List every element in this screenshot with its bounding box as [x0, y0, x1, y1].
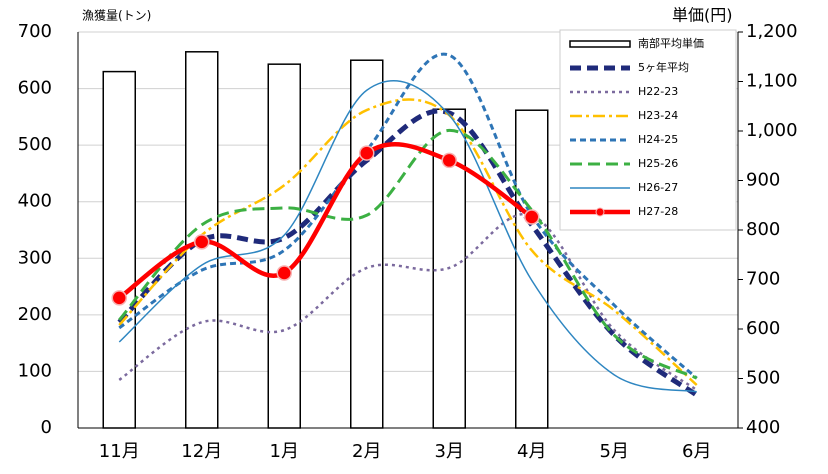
- marker: [276, 265, 292, 281]
- legend-label: H24-25: [638, 133, 678, 146]
- marker: [194, 234, 210, 250]
- y-tick-label: 500: [18, 134, 52, 155]
- y-tick-label: 300: [18, 247, 52, 268]
- legend-label: H23-24: [638, 109, 678, 122]
- legend-swatch: [569, 40, 631, 48]
- y2-tick-label: 600: [746, 318, 780, 339]
- x-tick-label: 12月: [181, 441, 222, 462]
- x-tick-label: 2月: [352, 441, 381, 462]
- y2-axis-label: 単価(円): [672, 6, 733, 25]
- line: [118, 128, 698, 380]
- bar: [102, 70, 136, 429]
- legend-marker: [595, 207, 605, 217]
- line: [118, 80, 697, 393]
- y2-tick-label: 700: [746, 269, 780, 290]
- marker: [111, 290, 127, 306]
- y-tick-label: 0: [41, 417, 52, 438]
- legend-label: 5ヶ年平均: [638, 60, 689, 74]
- y2-tick-label: 800: [746, 219, 780, 240]
- y2-tick-label: 400: [746, 417, 780, 438]
- line: [118, 98, 698, 386]
- y-tick-label: 200: [18, 304, 52, 325]
- y2-tick-label: 1,000: [746, 120, 798, 141]
- bar: [515, 109, 549, 429]
- line: [118, 52, 698, 380]
- x-tick-label: 3月: [435, 441, 464, 462]
- x-tick-label: 1月: [270, 441, 299, 462]
- legend-label: H26-27: [638, 181, 678, 194]
- marker: [359, 145, 375, 161]
- y-tick-label: 600: [18, 78, 52, 99]
- y2-tick-label: 900: [746, 170, 780, 191]
- y2-tick-label: 500: [746, 368, 780, 389]
- x-tick-label: 6月: [682, 441, 711, 462]
- line: [117, 142, 534, 300]
- legend-label: H25-26: [638, 157, 678, 170]
- x-tick-label: 11月: [99, 441, 140, 462]
- legend-label: H22-23: [638, 85, 678, 98]
- line: [118, 212, 698, 392]
- marker: [524, 209, 540, 225]
- y-tick-label: 100: [18, 360, 52, 381]
- x-tick-label: 5月: [600, 441, 629, 462]
- legend-label: H27-28: [638, 205, 678, 218]
- y-tick-label: 700: [18, 21, 52, 42]
- legend-label: 南部平均単価: [638, 36, 704, 50]
- bar: [267, 63, 301, 429]
- legend-box: [559, 29, 737, 231]
- y-axis-label: 漁獲量(トン): [82, 9, 151, 23]
- x-tick-label: 4月: [517, 441, 546, 462]
- marker: [441, 152, 457, 169]
- bar: [350, 59, 384, 429]
- line: [117, 108, 699, 398]
- y2-tick-label: 1,100: [746, 71, 798, 92]
- y-tick-label: 400: [18, 191, 52, 212]
- y2-tick-label: 1,200: [746, 21, 798, 42]
